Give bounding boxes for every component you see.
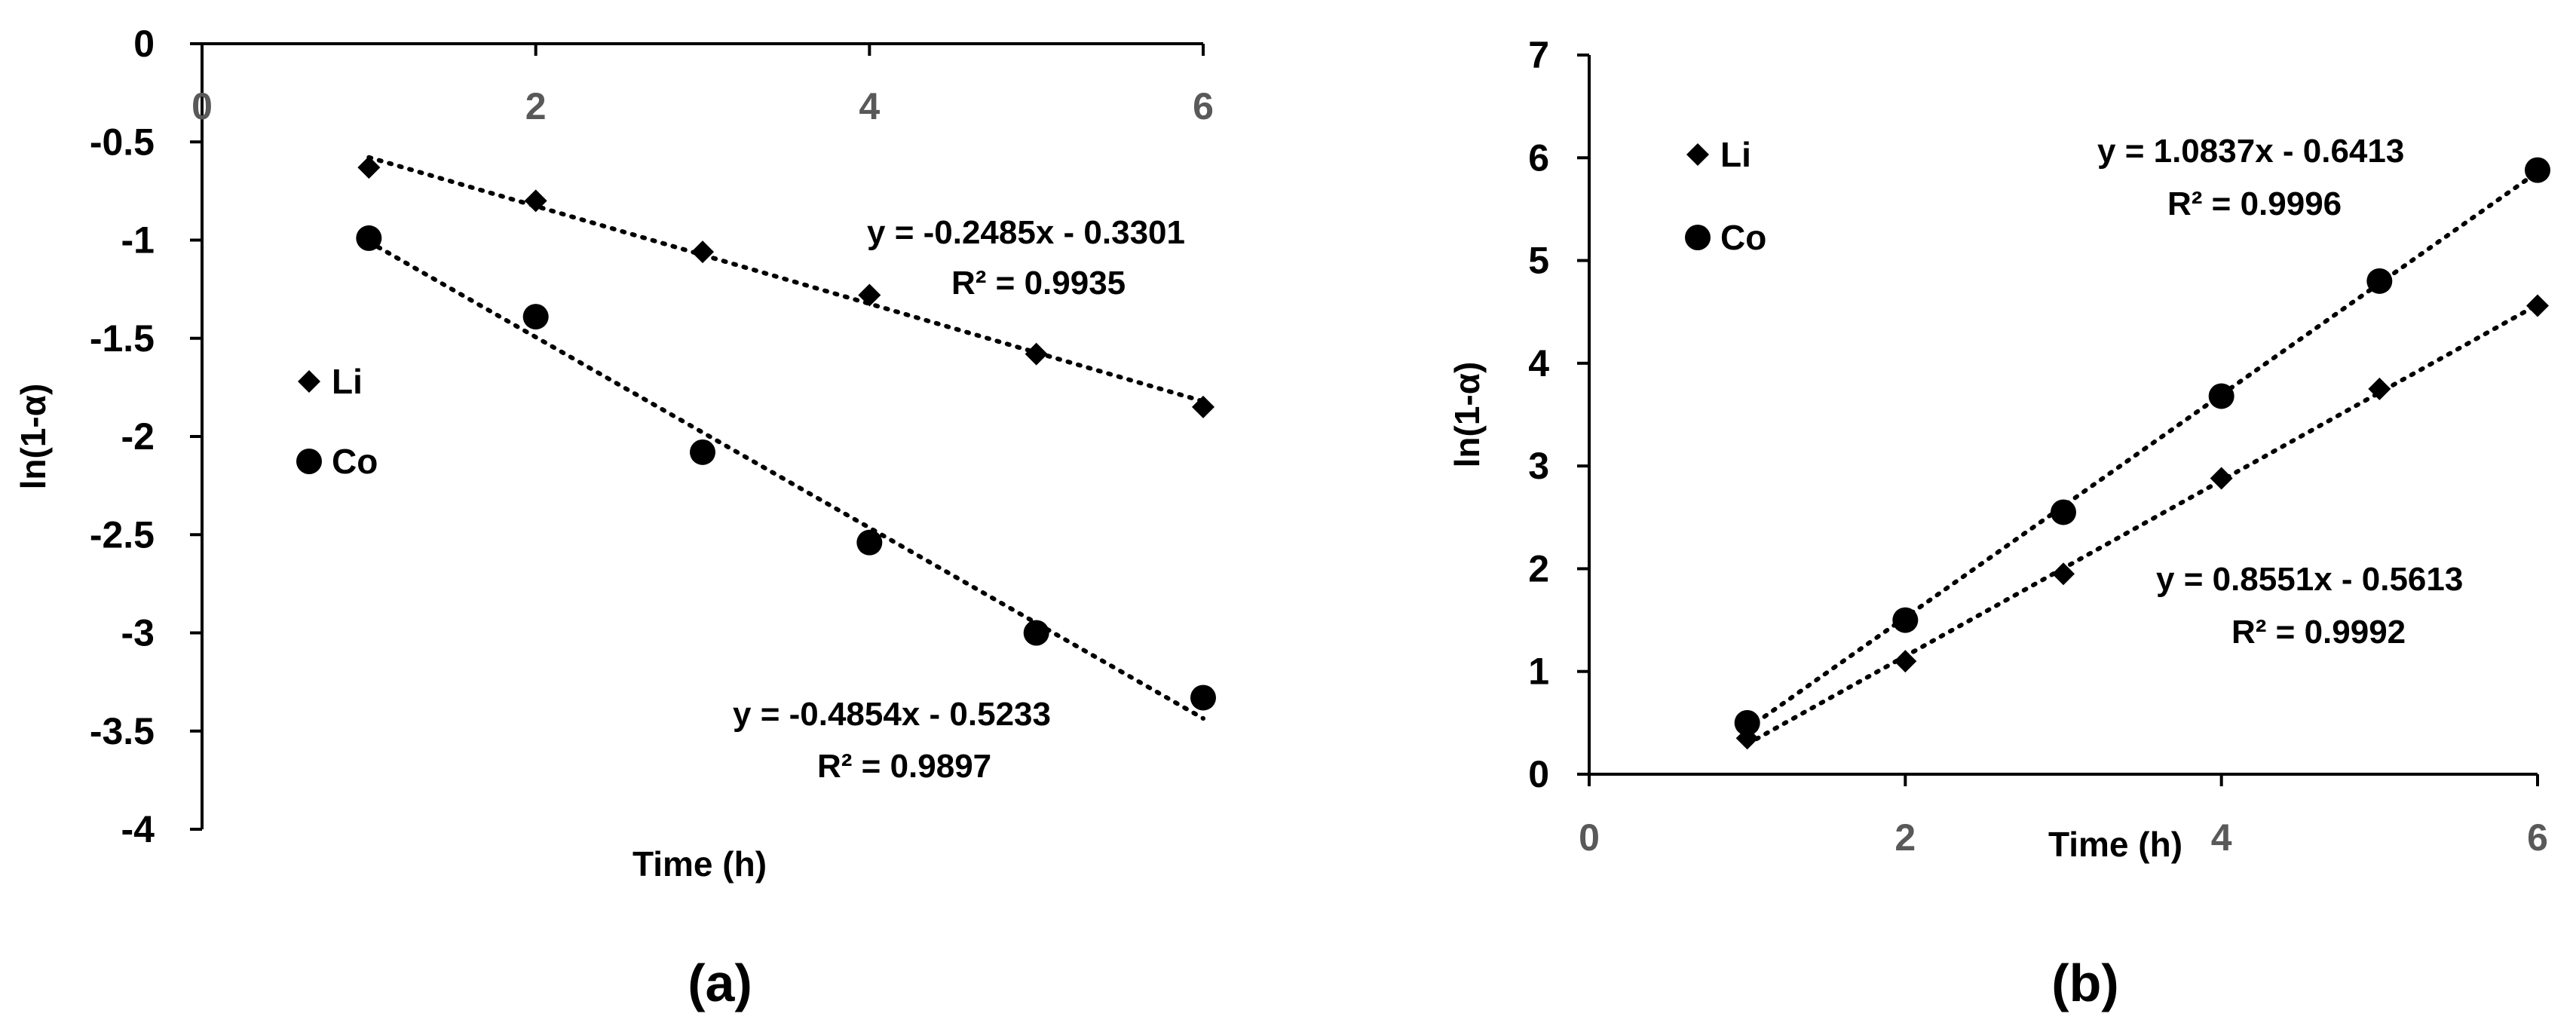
trendline-equation-co-b: y = 1.0837x - 0.6413 — [2097, 133, 2404, 170]
x-tick-label: 2 — [525, 85, 547, 127]
x-tick-label: 2 — [1894, 816, 1916, 859]
data-point-li — [2368, 377, 2391, 400]
data-point-li — [1894, 650, 1917, 673]
y-tick-label: 2 — [1528, 547, 1549, 590]
x-tick-label: 6 — [1193, 85, 1214, 127]
x-axis-label-a: Time (h) — [633, 844, 767, 884]
y-tick-label: -2.5 — [90, 513, 155, 556]
y-tick-label: 5 — [1528, 240, 1549, 282]
data-point-li — [691, 240, 714, 264]
y-tick-label: 0 — [1528, 753, 1549, 795]
data-point-co — [690, 439, 715, 465]
legend-marker-co-b — [1685, 225, 1711, 250]
data-point-li — [858, 283, 881, 307]
legend-label-co-a: Co — [332, 442, 378, 481]
trendline-li — [366, 155, 1205, 404]
x-tick-label: 0 — [1579, 816, 1600, 859]
data-point-li — [2526, 294, 2549, 317]
data-point-li — [1192, 395, 1214, 418]
y-tick-label: -4 — [121, 808, 155, 850]
y-tick-label: -3 — [121, 612, 155, 654]
trendlines-a — [366, 155, 1205, 721]
y-ticks-a: 0 -0.5 -1 -1.5 -2 -2.5 -3 -3.5 -4 — [90, 23, 202, 850]
data-point-li — [2210, 467, 2233, 490]
y-tick-label: 7 — [1528, 34, 1549, 76]
y-tick-label: -1 — [121, 219, 155, 262]
y-tick-label: -3.5 — [90, 710, 155, 752]
data-point-li — [524, 189, 547, 213]
data-point-co — [1892, 607, 1919, 633]
panel-label-b: (b) — [2051, 954, 2118, 1012]
trendline-equation-li-b: y = 0.8551x - 0.5613 — [2156, 561, 2463, 598]
data-point-co — [2366, 268, 2393, 294]
data-point-co — [356, 225, 382, 251]
trendline-r2-li-b: R² = 0.9992 — [2231, 614, 2406, 651]
y-axis-label-a: ln(1-α) — [14, 384, 53, 490]
trendline-r2-co-b: R² = 0.9996 — [2167, 185, 2342, 222]
trendline-co — [366, 239, 1205, 721]
data-point-co — [522, 304, 549, 330]
trendline-li — [1744, 302, 2540, 746]
panel-label-a: (a) — [688, 954, 752, 1012]
y-tick-label: 6 — [1528, 136, 1549, 179]
x-tick-label: 4 — [859, 85, 880, 127]
legend-label-li-b: Li — [1720, 135, 1751, 174]
y-tick-label: 0 — [133, 23, 155, 65]
data-point-li — [1025, 342, 1048, 366]
legend-marker-li-a — [298, 370, 320, 393]
data-point-li — [2052, 562, 2075, 586]
y-tick-label: 4 — [1528, 342, 1549, 384]
y-tick-label: -1.5 — [90, 317, 155, 360]
legend-marker-li-b — [1686, 143, 1709, 166]
trendline-co — [1744, 170, 2540, 731]
data-point-co — [2525, 157, 2550, 183]
trendlines-b — [1744, 170, 2540, 746]
chart-panel-b: 0 1 2 3 4 5 6 7 0 2 4 6 ln(1-α) Time (h) Li Co y =… — [1447, 34, 2550, 1012]
trendline-equation-li-a: y = -0.2485x - 0.3301 — [867, 214, 1185, 251]
legend-marker-co-a — [296, 449, 322, 474]
x-ticks-a: 0 2 4 6 — [191, 44, 1214, 127]
y-axis-label-b: ln(1-α) — [1447, 362, 1487, 468]
trendline-r2-li-a: R² = 0.9935 — [951, 265, 1126, 302]
legend-label-co-b: Co — [1720, 218, 1766, 257]
y-tick-label: -2 — [121, 415, 155, 458]
x-tick-label: 6 — [2527, 816, 2548, 859]
data-point-li — [357, 156, 381, 179]
data-point-co — [856, 529, 883, 556]
legend-label-li-a: Li — [332, 362, 363, 401]
data-point-co — [2208, 383, 2234, 409]
chart-panel-a: 0 -0.5 -1 -1.5 -2 -2.5 -3 -3.5 -4 0 2 4 6 ln(1-α) T… — [14, 23, 1216, 1012]
y-tick-label: 3 — [1528, 445, 1549, 487]
data-point-co — [1190, 685, 1216, 711]
data-points-b — [1734, 157, 2550, 750]
x-tick-label: 4 — [2211, 816, 2232, 859]
data-point-co — [2051, 499, 2076, 525]
trendline-equation-co-a: y = -0.4854x - 0.5233 — [733, 696, 1051, 733]
y-tick-label: 1 — [1528, 651, 1549, 693]
data-point-co — [1734, 709, 1760, 736]
data-point-co — [1023, 620, 1049, 646]
y-ticks-b: 0 1 2 3 4 5 6 7 — [1528, 34, 1589, 795]
x-ticks-b: 0 2 4 6 — [1579, 774, 2548, 859]
trendline-r2-co-a: R² = 0.9897 — [817, 748, 991, 785]
data-points-a — [356, 156, 1216, 711]
x-tick-label: 0 — [191, 85, 213, 127]
x-axis-label-b: Time (h) — [2048, 825, 2182, 864]
y-tick-label: -0.5 — [90, 121, 155, 163]
